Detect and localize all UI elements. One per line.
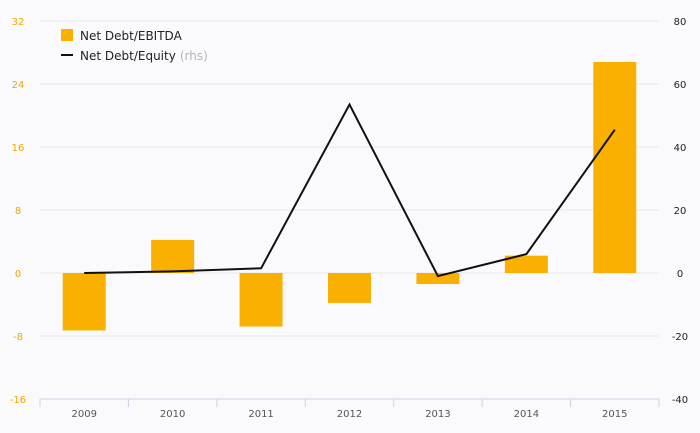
x-tick-label: 2012 [337, 409, 362, 420]
y-right-tick-label: 60 [674, 80, 687, 91]
y-right-tick-label: 0 [677, 269, 683, 280]
y-left-tick-label: -16 [10, 395, 26, 406]
bar-2012 [328, 273, 371, 303]
legend-label-equity: Net Debt/Equity (rhs) [80, 49, 208, 63]
bar-2015 [593, 61, 637, 274]
x-tick-label: 2013 [425, 409, 450, 420]
y-right-tick-label: -40 [672, 395, 688, 406]
bar-2010 [151, 239, 195, 273]
y-left-tick-label: 32 [12, 17, 25, 28]
bar-2013 [416, 273, 460, 285]
y-left-tick-label: 16 [12, 143, 25, 154]
y-right-tick-label: 20 [674, 206, 687, 217]
y-left-tick-label: 24 [12, 80, 25, 91]
x-tick-label: 2010 [160, 409, 185, 420]
y-left-tick-label: 0 [15, 269, 21, 280]
bar-2011 [239, 273, 283, 327]
y-left-tick-label: -8 [13, 332, 23, 343]
x-tick-label: 2014 [514, 409, 539, 420]
legend-rhs-note: (rhs) [180, 49, 208, 63]
legend-swatch-bar [61, 29, 73, 41]
y-right-tick-label: 80 [674, 17, 687, 28]
legend-label-ebitda: Net Debt/EBITDA [80, 29, 183, 43]
line-series-net-debt-equity [84, 102, 616, 278]
gridlines [40, 20, 659, 337]
bar-2014 [504, 255, 548, 273]
legend: Net Debt/EBITDA Net Debt/Equity (rhs) [61, 29, 208, 63]
bar-2009 [62, 273, 106, 331]
y-right-tick-label: 40 [674, 143, 687, 154]
axes: -16 -8 0 8 16 24 32 -40 -20 0 20 40 60 80 2009 2010 2011… [10, 17, 688, 420]
y-left-tick-label: 8 [15, 206, 21, 217]
bar-series-net-debt-ebitda [62, 61, 637, 331]
x-tick-label: 2011 [248, 409, 273, 420]
legend-label-equity-name: Net Debt/Equity [80, 49, 176, 63]
series-line-net-debt-equity [84, 102, 616, 278]
x-tick-label: 2015 [602, 409, 627, 420]
x-tick-label: 2009 [71, 409, 96, 420]
y-right-tick-label: -20 [672, 332, 688, 343]
